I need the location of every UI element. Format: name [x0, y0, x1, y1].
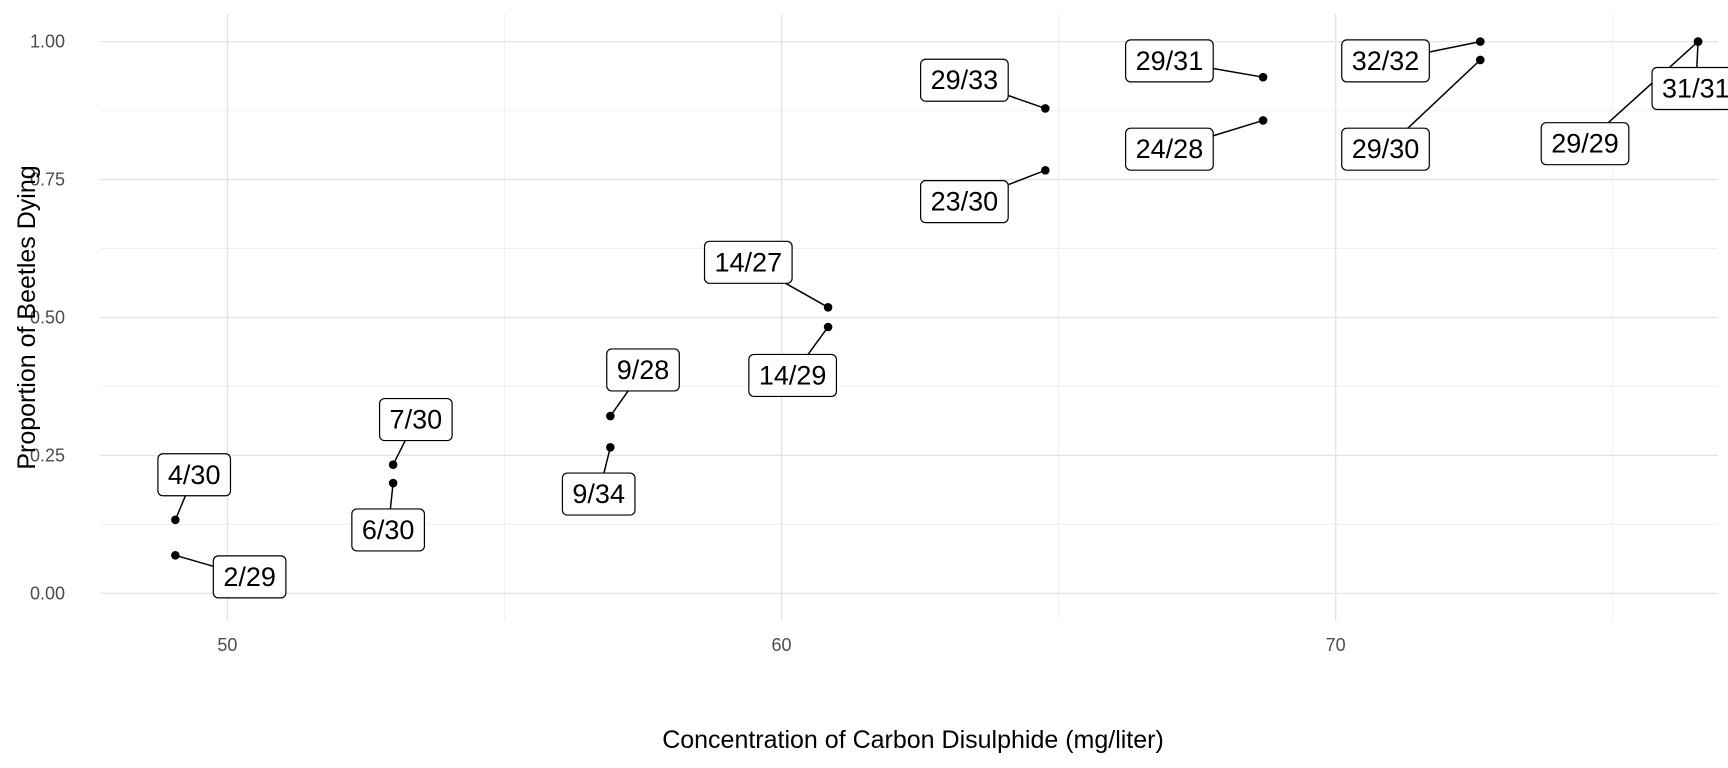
- x-tick-label: 70: [1326, 635, 1346, 655]
- label-connector: [1007, 169, 1046, 186]
- data-label: 14/29: [748, 353, 838, 398]
- data-point: [1258, 72, 1268, 82]
- data-point: [1041, 166, 1050, 175]
- label-connector: [1213, 67, 1264, 78]
- data-label: 29/30: [1341, 127, 1430, 171]
- label-connector: [1213, 119, 1264, 137]
- data-label-box: [748, 353, 838, 398]
- y-tick-label: 1.00: [30, 32, 65, 52]
- data-label-box: [606, 348, 680, 392]
- data-point: [1475, 55, 1485, 65]
- data-label-box: [920, 58, 1009, 102]
- data-label-box: [1341, 39, 1430, 83]
- data-label: 24/28: [1125, 127, 1214, 171]
- data-label-box: [1651, 66, 1728, 111]
- data-label: 7/30: [378, 397, 453, 442]
- data-label: 9/34: [561, 472, 636, 516]
- data-label-box: [212, 555, 287, 599]
- data-point: [1475, 37, 1485, 46]
- data-label-text: 9/28: [617, 355, 670, 385]
- label-connector: [785, 282, 829, 308]
- data-label-text: 23/30: [931, 187, 999, 217]
- label-connectors: [174, 40, 1699, 568]
- data-label: 29/31: [1125, 39, 1214, 83]
- data-label: 23/30: [920, 180, 1009, 224]
- data-label-box: [351, 508, 426, 552]
- data-label: 6/30: [351, 508, 426, 552]
- data-label: 14/27: [703, 240, 793, 284]
- data-label: 2/29: [212, 555, 287, 599]
- data-point: [388, 478, 398, 488]
- data-label-box: [1341, 127, 1430, 171]
- data-points: [171, 37, 1703, 560]
- data-label-text: 9/34: [572, 479, 625, 509]
- data-point: [1693, 37, 1703, 46]
- label-connector: [1407, 59, 1481, 129]
- label-connector: [392, 440, 406, 466]
- data-labels: 2/29 4/30 6/30 7/30 9/34 9/28 14/29 14/27 23/30 2…: [157, 39, 1728, 599]
- x-tick-label: 60: [772, 635, 792, 655]
- label-connector: [175, 554, 214, 568]
- y-tick-label: 0.75: [30, 170, 65, 190]
- label-connector: [609, 390, 629, 417]
- label-connector: [1429, 40, 1481, 53]
- data-point: [1041, 104, 1050, 113]
- data-point: [171, 551, 180, 560]
- data-label-box: [920, 180, 1009, 224]
- data-label-text: 7/30: [390, 405, 443, 435]
- label-connector: [603, 447, 612, 474]
- data-label-text: 29/30: [1352, 134, 1420, 164]
- data-point: [606, 411, 615, 421]
- y-tick-label: 0.25: [30, 445, 65, 465]
- y-tick-label: 0.00: [30, 583, 65, 603]
- label-connector: [1696, 41, 1699, 68]
- data-label: 31/31: [1651, 66, 1728, 111]
- data-label-box: [703, 240, 793, 284]
- data-point: [388, 460, 398, 469]
- data-label: 29/33: [920, 58, 1009, 102]
- data-point: [606, 443, 615, 452]
- label-connector: [174, 495, 187, 521]
- data-label-box: [378, 397, 453, 442]
- y-tick-label: 0.50: [30, 308, 65, 328]
- data-label-box: [1540, 122, 1630, 166]
- data-label-text: 14/27: [715, 247, 783, 277]
- data-label-text: 29/33: [931, 65, 999, 95]
- data-label-text: 2/29: [223, 562, 276, 592]
- data-label: 32/32: [1341, 39, 1430, 83]
- data-point: [171, 515, 180, 525]
- data-point: [1258, 116, 1268, 125]
- data-label-text: 32/32: [1352, 46, 1420, 76]
- data-point: [823, 302, 833, 312]
- data-label-box: [1125, 39, 1214, 83]
- label-connector: [1007, 94, 1046, 110]
- data-label: 29/29: [1540, 122, 1630, 166]
- data-label-text: 29/29: [1551, 129, 1619, 159]
- x-axis-title: Concentration of Carbon Disulphide (mg/l…: [662, 726, 1164, 754]
- data-label-box: [1125, 127, 1214, 171]
- data-label: 4/30: [157, 453, 232, 497]
- grid: [100, 14, 1718, 621]
- data-label-text: 6/30: [362, 515, 415, 545]
- data-label-text: 31/31: [1662, 73, 1728, 103]
- axis-ticks: 50 60 70 0.00 0.25 0.50 0.75 1.00: [30, 32, 1346, 655]
- data-label-text: 24/28: [1136, 134, 1204, 164]
- data-label-box: [157, 453, 232, 497]
- y-axis-title: Proportion of Beetles Dying: [13, 165, 41, 469]
- data-point: [823, 322, 833, 332]
- data-label-text: 14/29: [759, 360, 827, 390]
- label-connector: [389, 482, 394, 510]
- label-connector: [807, 326, 829, 355]
- x-tick-label: 50: [217, 635, 237, 655]
- data-label-box: [561, 472, 636, 516]
- data-label-text: 4/30: [168, 460, 221, 490]
- data-label: 9/28: [606, 348, 680, 392]
- data-label-text: 29/31: [1136, 46, 1204, 76]
